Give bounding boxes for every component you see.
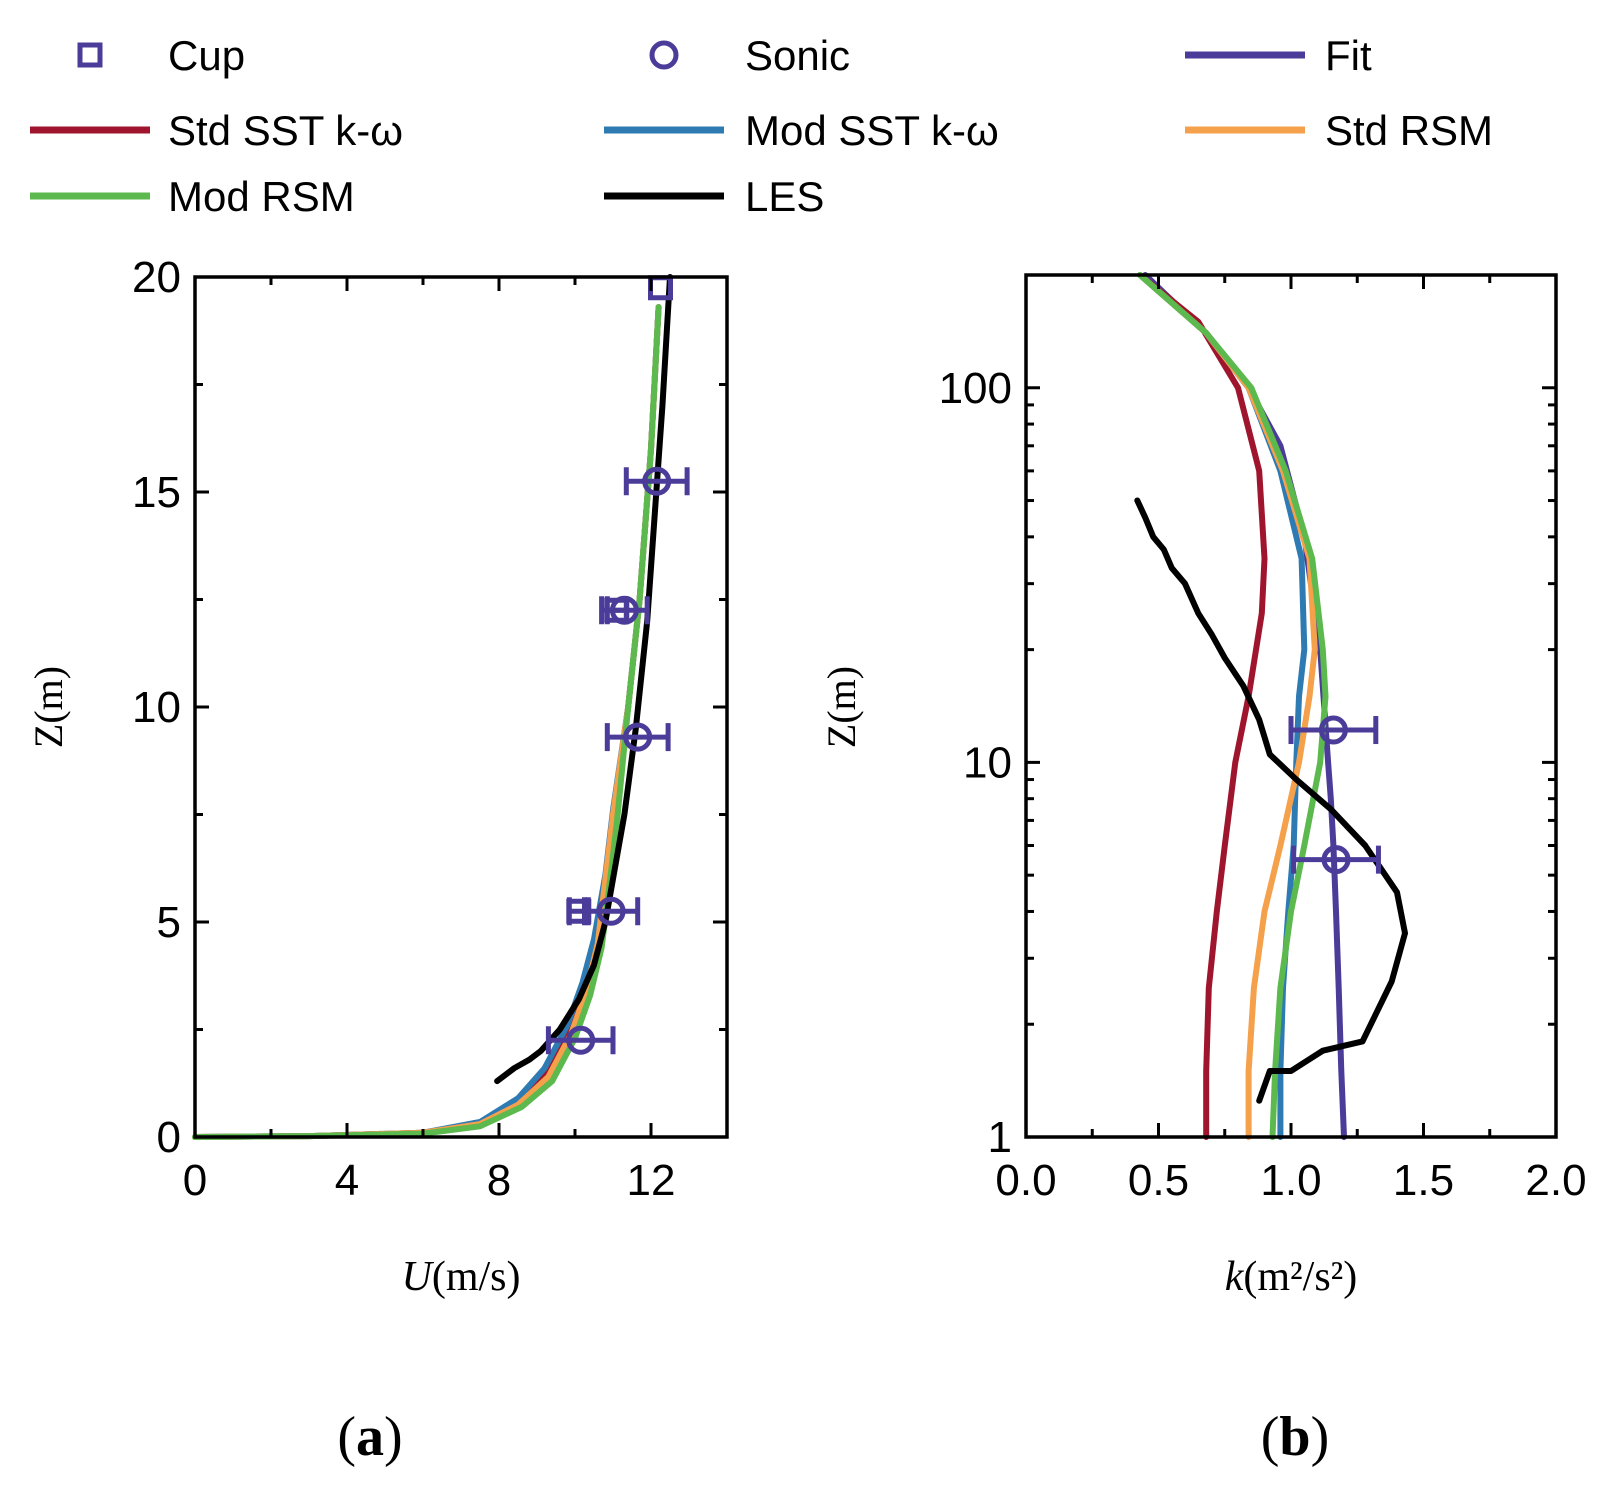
x-tick-label: 0.5 [1128, 1156, 1189, 1205]
y-tick-label: 10 [132, 683, 181, 732]
legend-item-cup: Cup [77, 32, 245, 79]
x-tick-label: 0.0 [995, 1156, 1056, 1205]
series-std-rsm [192, 304, 662, 1140]
y-tick-label: 100 [939, 364, 1012, 413]
legend-label: Mod RSM [168, 173, 355, 220]
legend-label: Std RSM [1325, 107, 1493, 154]
panel-b-tick-labels: 0.0 0.5 1.0 1.5 2.0 1 10 100 [939, 364, 1587, 1205]
sonic-point-1 [1291, 845, 1381, 875]
x-tick-label: 8 [487, 1156, 511, 1205]
sonic-point-3 [599, 595, 650, 625]
panel-b-ticks [1024, 273, 1558, 1139]
panel-b-label: (b) [1261, 1406, 1329, 1468]
panel-a-ylabel: Z(m) [26, 666, 71, 748]
circle-marker [1318, 715, 1348, 745]
x-tick-label: 0 [183, 1156, 207, 1205]
series-les [494, 274, 673, 1085]
sonic-point-2 [604, 722, 671, 752]
legend-item-mod-rsm: Mod RSM [30, 173, 355, 220]
series-les [1134, 497, 1408, 1104]
series-std-rsm [1137, 272, 1318, 1140]
panel-b-frame [1024, 273, 1558, 1139]
y-tick-label: 1 [988, 1113, 1012, 1162]
circle-marker [642, 466, 672, 496]
legend-item-std-sst-k: Std SST k-ω [30, 107, 403, 154]
circle-marker [623, 722, 653, 752]
sonic-point-1 [582, 896, 641, 926]
legend-label: Cup [168, 32, 245, 79]
sonic-point-0 [1288, 715, 1379, 745]
legend-label: Fit [1325, 32, 1372, 79]
panel-b-xlabel: k(m²/s²) [1225, 1254, 1358, 1300]
panel-a-series [192, 274, 673, 1140]
series-mod-rsm [192, 304, 662, 1140]
y-tick-label: 10 [963, 738, 1012, 787]
y-tick-label: 5 [157, 898, 181, 947]
x-tick-label: 1.5 [1393, 1156, 1454, 1205]
legend-item-sonic: Sonic [649, 32, 850, 79]
y-tick-label: 20 [132, 253, 181, 302]
panel-a-tick-labels: 0 4 8 12 0 5 10 15 20 [132, 253, 675, 1205]
panel-a-xlabel: U(m/s) [402, 1254, 521, 1300]
x-tick-label: 2.0 [1525, 1156, 1586, 1205]
circle-marker [609, 595, 639, 625]
panel-a-frame [193, 275, 729, 1139]
x-tick-label: 1.0 [1260, 1156, 1321, 1205]
legend-item-std-rsm: Std RSM [1185, 107, 1493, 154]
panel-b: 0.0 0.5 1.0 1.5 2.0 1 10 100 Z(m) k(m²/s²) (b) [819, 272, 1587, 1468]
circle-marker [1321, 845, 1351, 875]
sonic-point-4 [623, 466, 690, 496]
panel-a-markers [545, 275, 690, 1055]
series-std-sst-k [1137, 272, 1268, 1140]
circle-marker [566, 1025, 596, 1055]
x-tick-label: 12 [627, 1156, 676, 1205]
panel-b-ylabel: Z(m) [819, 666, 864, 748]
legend-swatch-circle [649, 40, 679, 70]
legend-label: Sonic [745, 32, 850, 79]
legend-item-mod-sst-k: Mod SST k-ω [604, 107, 999, 154]
series-std-sst-k [192, 304, 662, 1140]
series-mod-rsm [1137, 272, 1329, 1140]
panel-b-markers [1288, 715, 1381, 875]
circle-marker [596, 896, 626, 926]
legend: Cup Sonic Fit Std SST k-ω Mod SST k-ω Std RSM… [30, 32, 1493, 220]
x-tick-label: 4 [335, 1156, 359, 1205]
legend-item-fit: Fit [1185, 32, 1372, 79]
legend-label: Mod SST k-ω [745, 107, 999, 154]
y-tick-label: 0 [157, 1113, 181, 1162]
panel-a-ticks [193, 275, 729, 1139]
legend-swatch-square [77, 42, 103, 68]
legend-label: Std SST k-ω [168, 107, 403, 154]
panel-b-series [1134, 272, 1408, 1140]
sonic-point-0 [545, 1025, 616, 1055]
panel-a-label: (a) [337, 1406, 402, 1468]
legend-label: LES [745, 173, 824, 220]
y-tick-label: 15 [132, 468, 181, 517]
panel-a: 0 4 8 12 0 5 10 15 20 Z(m) U(m/s) (a) [26, 253, 729, 1468]
series-mod-sst-k [192, 304, 662, 1140]
legend-item-les: LES [604, 173, 824, 220]
